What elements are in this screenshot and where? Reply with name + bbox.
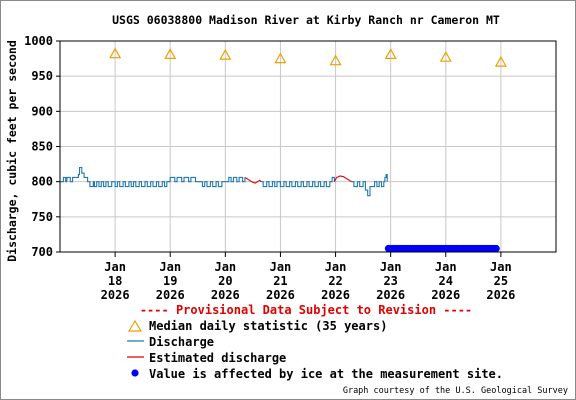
legend-item-median: Median daily statistic (35 years) xyxy=(127,319,387,333)
median-triangle-marker xyxy=(329,54,342,66)
x-tick-label: Jan xyxy=(159,260,181,274)
y-tick-label: 750 xyxy=(31,210,53,224)
x-tick-label: Jan xyxy=(270,260,292,274)
y-tick-label: 850 xyxy=(31,140,53,154)
x-tick-label: 19 xyxy=(163,274,177,288)
median-triangle-marker xyxy=(274,52,287,64)
x-tick-label: 2026 xyxy=(266,288,295,302)
estimated-series-line xyxy=(333,175,352,183)
y-axis-label: Discharge, cubic feet per second xyxy=(5,40,19,262)
x-tick-label: 2026 xyxy=(101,288,130,302)
y-tick-label: 1000 xyxy=(24,34,53,48)
x-tick-label: 18 xyxy=(108,274,122,288)
x-tick-label: 2026 xyxy=(321,288,350,302)
discharge-series-line xyxy=(60,167,246,188)
legend-label-median: Median daily statistic (35 years) xyxy=(149,319,387,333)
triangle-marker-icon xyxy=(127,319,143,332)
median-triangle-marker xyxy=(164,48,177,60)
legend-label-estimated: Estimated discharge xyxy=(149,351,286,365)
y-tick-label: 700 xyxy=(31,245,53,259)
ice-marker-dot xyxy=(492,244,500,253)
x-tick-label: 20 xyxy=(218,274,232,288)
legend-label-ice: Value is affected by ice at the measurem… xyxy=(149,367,503,381)
legend-item-estimated: Estimated discharge xyxy=(127,351,286,365)
median-triangle-marker xyxy=(219,48,232,60)
legend-item-discharge: Discharge xyxy=(127,335,214,349)
x-tick-label: 2026 xyxy=(211,288,240,302)
x-tick-label: 24 xyxy=(439,274,453,288)
x-tick-label: Jan xyxy=(490,260,512,274)
x-tick-label: 22 xyxy=(328,274,342,288)
x-tick-label: 2026 xyxy=(486,288,515,302)
y-tick-label: 800 xyxy=(31,175,53,189)
x-tick-label: Jan xyxy=(435,260,457,274)
usgs-credit: Graph courtesy of the U.S. Geological Su… xyxy=(343,386,568,396)
chart-title: USGS 06038800 Madison River at Kirby Ran… xyxy=(112,13,500,27)
x-tick-label: Jan xyxy=(104,260,126,274)
legend-item-ice: Value is affected by ice at the measurem… xyxy=(131,367,503,381)
x-tick-label: 25 xyxy=(494,274,508,288)
grid-layer xyxy=(60,41,556,252)
x-tick-label: 2026 xyxy=(376,288,405,302)
data-layer xyxy=(60,47,507,253)
provisional-notice: ---- Provisional Data Subject to Revisio… xyxy=(140,303,472,317)
x-tick-label: 21 xyxy=(273,274,287,288)
y-tick-label: 950 xyxy=(31,69,53,83)
x-tick-label: 2026 xyxy=(156,288,185,302)
x-tick-label: 23 xyxy=(383,274,397,288)
median-triangle-marker xyxy=(494,55,507,67)
x-tick-label: Jan xyxy=(380,260,402,274)
x-tick-label: Jan xyxy=(325,260,347,274)
estimated-series-line xyxy=(244,176,262,184)
x-tick-label: 2026 xyxy=(431,288,460,302)
x-tick-label: Jan xyxy=(214,260,236,274)
y-tick-label: 900 xyxy=(31,104,53,118)
legend-label-discharge: Discharge xyxy=(149,335,214,349)
median-triangle-marker xyxy=(439,50,452,62)
blue-dot-icon xyxy=(131,369,139,377)
discharge-series-line xyxy=(351,174,388,197)
median-triangle-marker xyxy=(384,48,397,60)
axis-layer: 7007508008509009501000Jan182026Jan192026… xyxy=(24,34,515,302)
legend: Median daily statistic (35 years) Discha… xyxy=(127,319,503,381)
median-triangle-marker xyxy=(109,47,122,59)
discharge-series-line xyxy=(260,176,335,188)
